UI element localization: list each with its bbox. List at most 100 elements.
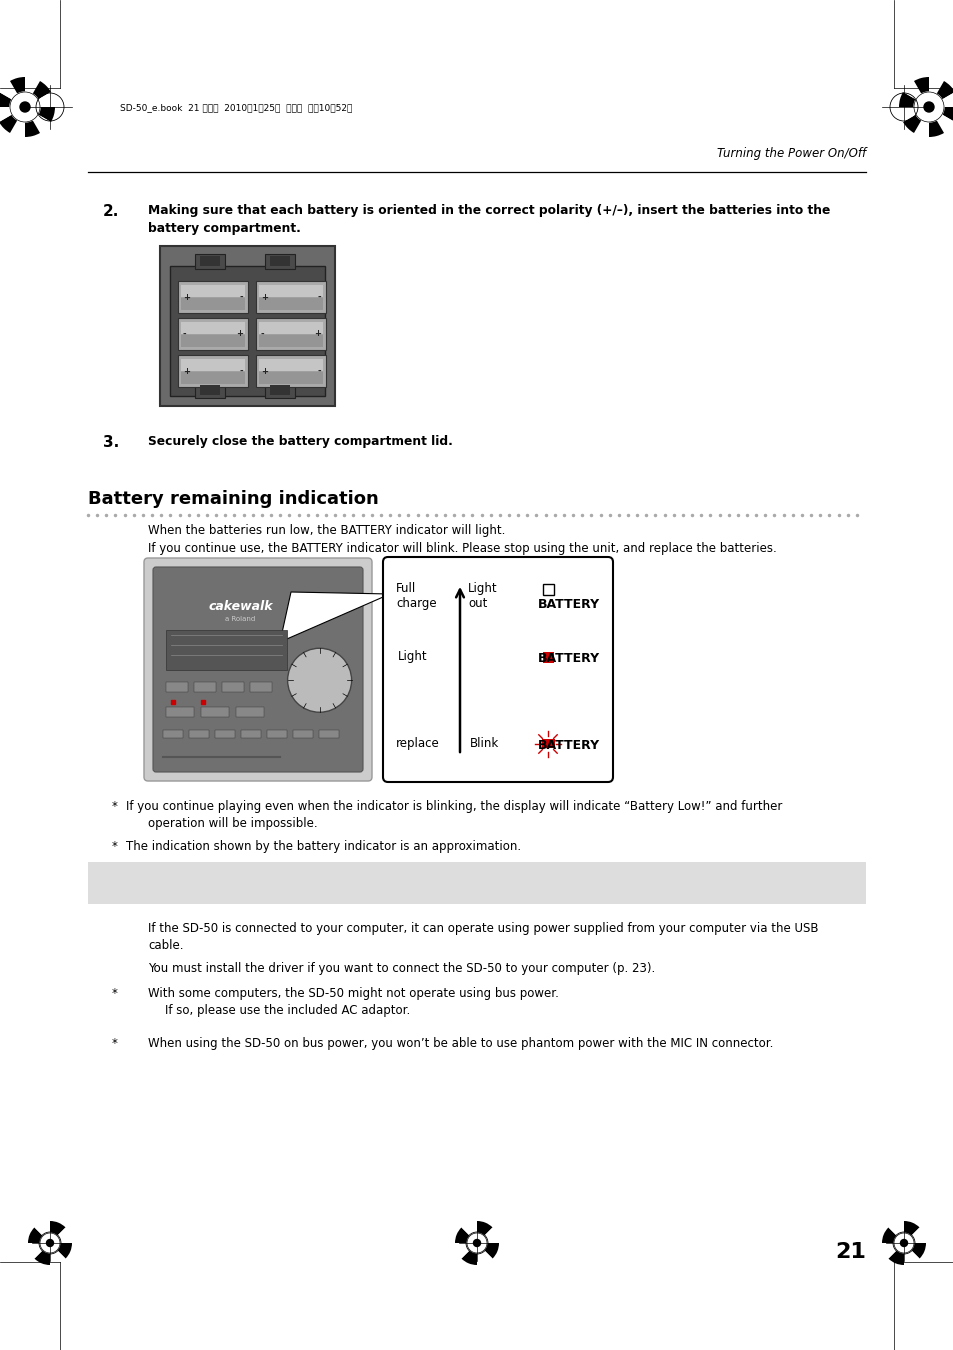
Bar (200, 256, 220, 266)
FancyBboxPatch shape (152, 567, 363, 772)
Bar (200, 385, 220, 396)
Circle shape (923, 103, 933, 112)
Bar (181, 359, 245, 371)
Bar (178, 319, 248, 350)
Wedge shape (10, 77, 25, 107)
Text: If you continue playing even when the indicator is blinking, the display will in: If you continue playing even when the in… (126, 801, 781, 813)
Bar (193, 682, 215, 693)
Text: When the batteries run low, the BATTERY indicator will light.: When the batteries run low, the BATTERY … (148, 524, 505, 537)
Wedge shape (476, 1227, 498, 1243)
Wedge shape (0, 81, 25, 107)
Wedge shape (50, 1220, 66, 1243)
Bar (265, 254, 294, 269)
Bar (270, 256, 290, 266)
Text: If the SD-50 is connected to your computer, it can operate using power supplied : If the SD-50 is connected to your comput… (148, 922, 818, 936)
Bar (255, 355, 326, 387)
Wedge shape (928, 107, 953, 122)
Text: Light
out: Light out (468, 582, 497, 610)
Circle shape (10, 92, 40, 122)
Bar (189, 730, 209, 738)
Wedge shape (476, 1220, 492, 1243)
Bar (181, 297, 245, 309)
Circle shape (913, 92, 943, 122)
Text: *: * (112, 801, 118, 813)
Bar (293, 730, 313, 738)
Wedge shape (928, 92, 953, 107)
Wedge shape (903, 1243, 925, 1258)
Bar (250, 682, 272, 693)
Wedge shape (476, 1243, 498, 1258)
FancyBboxPatch shape (160, 246, 335, 406)
Bar (194, 254, 225, 269)
Circle shape (287, 648, 352, 713)
Circle shape (893, 1233, 913, 1253)
Wedge shape (928, 107, 943, 136)
Bar (166, 630, 287, 670)
Bar (166, 707, 193, 717)
Bar (178, 355, 248, 387)
Wedge shape (887, 1243, 903, 1265)
Text: +: + (183, 293, 190, 301)
Text: The indication shown by the battery indicator is an approximation.: The indication shown by the battery indi… (126, 840, 520, 853)
Text: battery compartment.: battery compartment. (148, 221, 300, 235)
Wedge shape (28, 1227, 50, 1243)
Text: *: * (112, 1037, 118, 1050)
Text: *: * (112, 987, 118, 1000)
Text: -: - (317, 293, 320, 301)
Wedge shape (50, 1227, 71, 1243)
Text: Turning the Power On/Off: Turning the Power On/Off (716, 147, 865, 161)
Wedge shape (25, 107, 51, 134)
Text: You must install the driver if you want to connect the SD-50 to your computer (p: You must install the driver if you want … (148, 963, 655, 975)
Text: SD-50_e.book  21 ページ  2010年1月25日  月曜日  午前10時52分: SD-50_e.book 21 ページ 2010年1月25日 月曜日 午前10時… (120, 104, 352, 112)
Text: a Roland: a Roland (225, 616, 255, 622)
Wedge shape (903, 1220, 919, 1243)
Bar (267, 730, 287, 738)
Wedge shape (25, 81, 51, 107)
Wedge shape (25, 107, 55, 122)
Bar (235, 707, 264, 717)
Text: When using the SD-50 on bus power, you won’t be able to use phantom power with t: When using the SD-50 on bus power, you w… (148, 1037, 773, 1050)
Bar (258, 359, 323, 371)
Bar (255, 281, 326, 313)
Bar (181, 333, 245, 347)
Text: 3.: 3. (103, 435, 119, 450)
Wedge shape (455, 1243, 476, 1258)
Text: +: + (183, 366, 190, 375)
Wedge shape (0, 107, 25, 122)
Wedge shape (887, 1220, 903, 1243)
Wedge shape (902, 81, 928, 107)
Text: cakewalk: cakewalk (208, 601, 273, 613)
Bar (194, 383, 225, 398)
Text: With some computers, the SD-50 might not operate using bus power.: With some computers, the SD-50 might not… (148, 987, 558, 1000)
Wedge shape (928, 81, 953, 107)
Wedge shape (50, 1243, 71, 1258)
Bar (88, 863, 865, 904)
Bar (258, 323, 323, 335)
Text: -: - (239, 293, 243, 301)
FancyBboxPatch shape (170, 266, 325, 396)
Text: +: + (261, 366, 268, 375)
Text: -: - (183, 329, 187, 339)
Text: -: - (317, 366, 320, 375)
Bar (255, 319, 326, 350)
Circle shape (900, 1239, 906, 1246)
Text: 21: 21 (834, 1242, 865, 1262)
Text: If you continue use, the BATTERY indicator will blink. Please stop using the uni: If you continue use, the BATTERY indicat… (148, 541, 776, 555)
Wedge shape (461, 1220, 476, 1243)
Text: Using Bus Power: Using Bus Power (100, 872, 256, 890)
Wedge shape (0, 92, 25, 107)
Circle shape (473, 1239, 480, 1246)
Wedge shape (902, 107, 928, 134)
Bar (542, 585, 554, 595)
Bar (222, 682, 244, 693)
Bar (541, 738, 555, 748)
Text: operation will be impossible.: operation will be impossible. (148, 817, 317, 830)
Bar (181, 323, 245, 335)
Bar (270, 385, 290, 396)
Bar (201, 707, 229, 717)
Polygon shape (280, 593, 390, 643)
Wedge shape (903, 1227, 925, 1243)
FancyBboxPatch shape (382, 558, 613, 782)
Bar (214, 730, 234, 738)
Wedge shape (898, 92, 928, 107)
